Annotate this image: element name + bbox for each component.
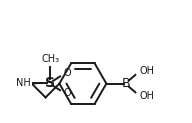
Text: B: B [121,77,130,90]
Text: OH: OH [140,91,155,101]
Text: CH₃: CH₃ [41,54,60,64]
Text: NH: NH [16,78,31,88]
Text: S: S [45,76,55,90]
Text: O: O [63,68,71,78]
Text: O: O [63,88,71,98]
Text: OH: OH [140,66,155,76]
